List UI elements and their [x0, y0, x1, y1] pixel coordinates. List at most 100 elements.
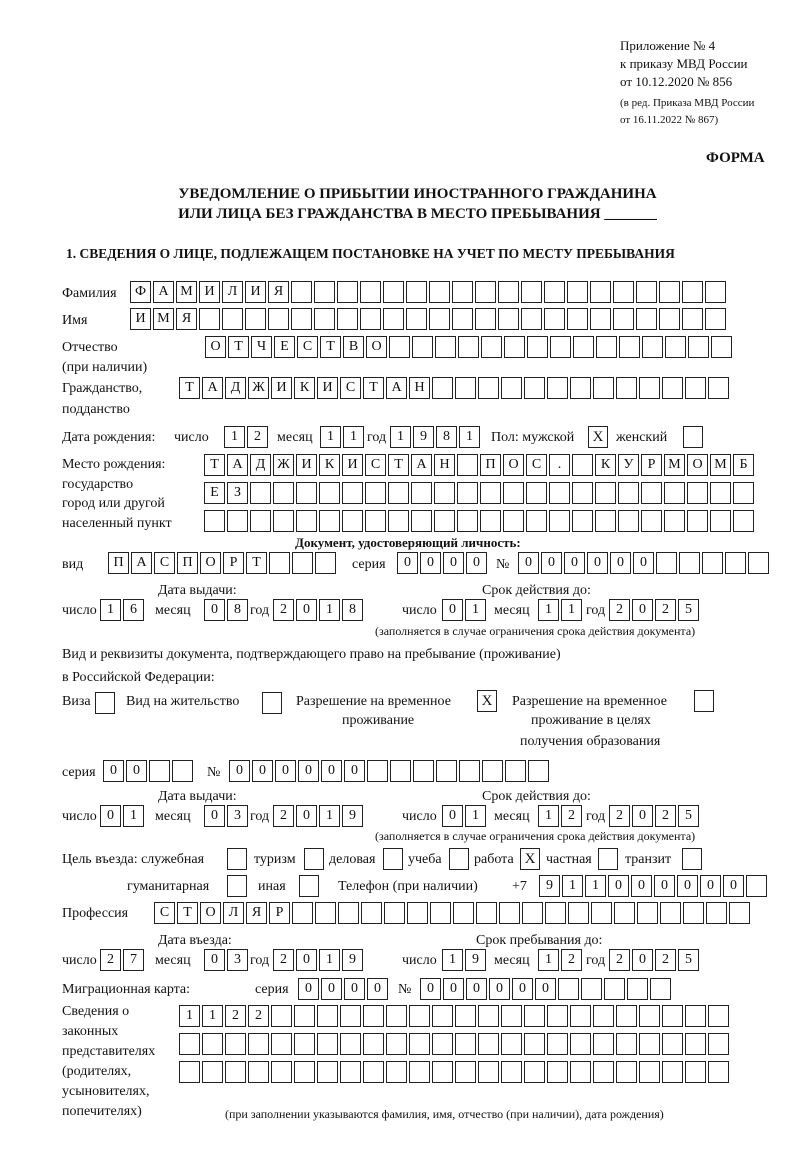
char-box[interactable] [596, 336, 617, 358]
char-box[interactable]: 0 [632, 805, 653, 827]
char-box[interactable] [702, 552, 723, 574]
char-box[interactable] [618, 510, 639, 532]
char-box[interactable]: 1 [465, 599, 486, 621]
char-box[interactable] [550, 336, 571, 358]
char-box[interactable]: 0 [126, 760, 147, 782]
char-box[interactable]: М [664, 454, 685, 476]
char-box[interactable] [478, 1061, 499, 1083]
char-box[interactable] [505, 760, 526, 782]
char-box[interactable]: А [153, 281, 174, 303]
char-box[interactable] [475, 308, 496, 330]
char-box[interactable] [501, 1005, 522, 1027]
char-box[interactable] [457, 482, 478, 504]
char-box[interactable] [319, 482, 340, 504]
char-box[interactable] [710, 482, 731, 504]
char-box[interactable] [292, 552, 313, 574]
char-box[interactable] [570, 377, 591, 399]
char-box[interactable]: О [366, 336, 387, 358]
char-box[interactable]: Т [320, 336, 341, 358]
char-box[interactable]: 2 [609, 805, 630, 827]
char-box[interactable]: 8 [436, 426, 457, 448]
char-box[interactable] [662, 377, 683, 399]
char-box[interactable]: 0 [252, 760, 273, 782]
char-box[interactable]: М [176, 281, 197, 303]
char-box[interactable] [406, 308, 427, 330]
purpose-transit-checkbox[interactable] [682, 848, 702, 870]
char-box[interactable] [432, 1005, 453, 1027]
char-box[interactable]: К [595, 454, 616, 476]
char-box[interactable] [522, 902, 543, 924]
char-box[interactable]: 0 [103, 760, 124, 782]
char-box[interactable]: 0 [466, 978, 487, 1000]
char-box[interactable] [639, 377, 660, 399]
char-box[interactable] [656, 552, 677, 574]
char-box[interactable]: 0 [296, 949, 317, 971]
char-box[interactable]: К [319, 454, 340, 476]
char-box[interactable]: 1 [538, 949, 559, 971]
char-box[interactable]: О [200, 902, 221, 924]
char-box[interactable]: 3 [227, 949, 248, 971]
char-box[interactable] [636, 281, 657, 303]
char-box[interactable] [567, 308, 588, 330]
char-box[interactable] [432, 1061, 453, 1083]
char-box[interactable]: И [317, 377, 338, 399]
purpose-private-checkbox[interactable] [598, 848, 618, 870]
char-box[interactable] [593, 377, 614, 399]
char-box[interactable] [457, 454, 478, 476]
char-box[interactable]: 0 [100, 805, 121, 827]
char-box[interactable] [476, 902, 497, 924]
char-box[interactable] [746, 875, 767, 897]
char-box[interactable]: 2 [225, 1005, 246, 1027]
char-box[interactable] [459, 760, 480, 782]
char-box[interactable] [570, 1061, 591, 1083]
char-box[interactable] [544, 308, 565, 330]
char-box[interactable]: 5 [678, 949, 699, 971]
char-box[interactable] [227, 510, 248, 532]
char-box[interactable]: 2 [655, 949, 676, 971]
char-box[interactable]: Л [223, 902, 244, 924]
char-box[interactable]: 0 [677, 875, 698, 897]
char-box[interactable]: 0 [632, 949, 653, 971]
char-box[interactable]: 0 [632, 599, 653, 621]
char-box[interactable] [725, 552, 746, 574]
char-box[interactable] [337, 281, 358, 303]
char-box[interactable] [340, 1005, 361, 1027]
purpose-study-checkbox[interactable] [449, 848, 469, 870]
char-box[interactable] [340, 1033, 361, 1055]
char-box[interactable] [294, 1005, 315, 1027]
char-box[interactable] [315, 552, 336, 574]
char-box[interactable] [613, 281, 634, 303]
char-box[interactable] [616, 377, 637, 399]
char-box[interactable] [202, 1033, 223, 1055]
char-box[interactable]: Ч [251, 336, 272, 358]
char-box[interactable] [604, 978, 625, 1000]
char-box[interactable]: 0 [443, 552, 464, 574]
char-box[interactable]: Т [363, 377, 384, 399]
char-box[interactable] [179, 1033, 200, 1055]
char-box[interactable]: 9 [342, 805, 363, 827]
char-box[interactable] [388, 482, 409, 504]
char-box[interactable] [527, 336, 548, 358]
char-box[interactable]: 1 [123, 805, 144, 827]
char-box[interactable]: 1 [538, 805, 559, 827]
char-box[interactable]: 9 [539, 875, 560, 897]
char-box[interactable] [411, 482, 432, 504]
char-box[interactable]: 0 [397, 552, 418, 574]
char-box[interactable]: 0 [587, 552, 608, 574]
char-box[interactable]: 0 [535, 978, 556, 1000]
char-box[interactable] [521, 281, 542, 303]
char-box[interactable] [547, 1061, 568, 1083]
char-box[interactable] [367, 760, 388, 782]
char-box[interactable] [452, 281, 473, 303]
char-box[interactable]: П [480, 454, 501, 476]
char-box[interactable]: И [271, 377, 292, 399]
char-box[interactable]: З [227, 482, 248, 504]
char-box[interactable]: 1 [442, 949, 463, 971]
